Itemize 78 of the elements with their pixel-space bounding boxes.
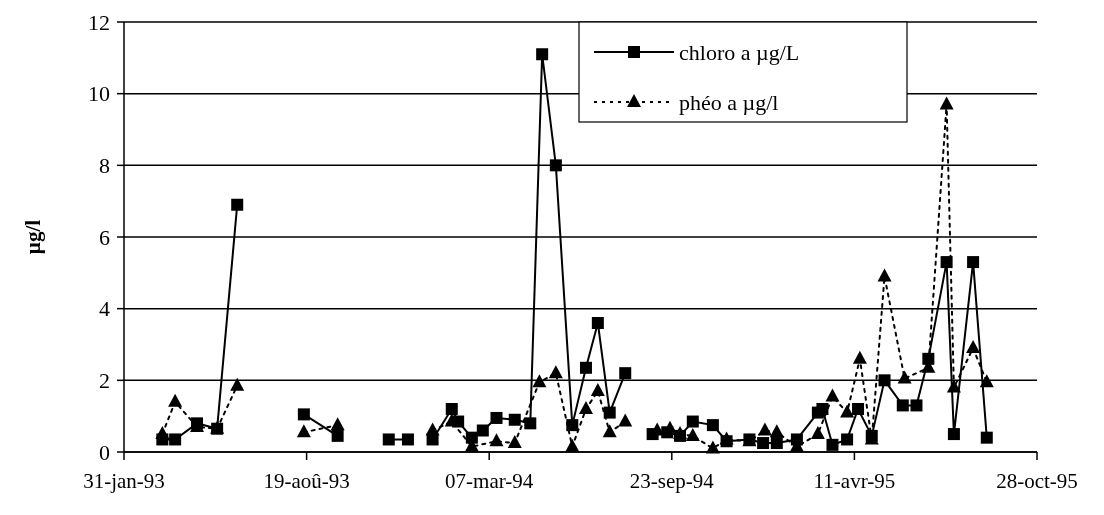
point bbox=[591, 317, 604, 329]
point bbox=[757, 422, 772, 436]
point bbox=[685, 427, 700, 441]
x-tick-label: 28-oct-95 bbox=[996, 469, 1078, 493]
point bbox=[967, 256, 980, 269]
point bbox=[548, 365, 563, 379]
point bbox=[719, 431, 734, 445]
point bbox=[490, 411, 503, 424]
point bbox=[549, 159, 562, 172]
point bbox=[566, 419, 579, 432]
point bbox=[579, 361, 592, 374]
y-tick-label: 6 bbox=[99, 224, 110, 250]
y-tick-label: 0 bbox=[99, 439, 110, 465]
point bbox=[878, 374, 891, 387]
point bbox=[686, 415, 699, 428]
y-tick-label: 10 bbox=[88, 81, 110, 107]
point bbox=[618, 413, 633, 427]
point bbox=[532, 374, 547, 388]
y-tick-label: 4 bbox=[99, 296, 110, 322]
point bbox=[230, 377, 245, 391]
x-tick-label: 11-avr-95 bbox=[813, 469, 896, 493]
point bbox=[231, 198, 244, 211]
point bbox=[425, 422, 440, 436]
point bbox=[401, 433, 414, 446]
point bbox=[979, 374, 994, 388]
legend-label: chloro a µg/L bbox=[679, 39, 800, 65]
point bbox=[536, 48, 549, 61]
point bbox=[852, 350, 867, 364]
y-tick-label: 12 bbox=[88, 9, 110, 35]
point bbox=[578, 401, 593, 414]
point bbox=[507, 435, 522, 449]
point bbox=[296, 424, 311, 438]
point bbox=[769, 424, 784, 438]
x-tick-label: 07-mar-94 bbox=[445, 469, 534, 493]
point bbox=[297, 408, 310, 421]
point bbox=[619, 367, 632, 380]
y-tick-label: 8 bbox=[99, 152, 110, 178]
y-axis-title: µg/l bbox=[21, 219, 45, 255]
point bbox=[966, 340, 981, 354]
point bbox=[590, 383, 605, 397]
point bbox=[508, 413, 521, 426]
point bbox=[877, 268, 892, 282]
x-tick-label: 23-sep-94 bbox=[629, 469, 715, 493]
point bbox=[155, 426, 170, 440]
point bbox=[852, 403, 865, 415]
point bbox=[826, 438, 839, 451]
point bbox=[897, 370, 912, 384]
point bbox=[603, 406, 616, 419]
point bbox=[910, 399, 923, 412]
point bbox=[565, 438, 580, 452]
legend-label: phéo a µg/l bbox=[679, 89, 779, 115]
point bbox=[946, 379, 961, 393]
point bbox=[939, 96, 954, 110]
point bbox=[810, 426, 825, 440]
y-tick-label: 2 bbox=[99, 367, 110, 393]
point bbox=[706, 419, 719, 432]
point bbox=[382, 433, 395, 446]
point bbox=[757, 437, 770, 450]
point bbox=[524, 417, 537, 430]
point bbox=[602, 424, 617, 438]
point bbox=[770, 437, 783, 450]
point bbox=[947, 428, 960, 441]
x-tick-label: 31-jan-93 bbox=[83, 469, 165, 493]
point bbox=[330, 417, 345, 431]
point bbox=[825, 388, 840, 402]
point bbox=[896, 399, 909, 412]
point bbox=[840, 404, 855, 418]
x-tick-label: 19-aoû-93 bbox=[263, 469, 350, 493]
point bbox=[331, 429, 344, 442]
point bbox=[841, 433, 854, 446]
point bbox=[980, 431, 993, 444]
point bbox=[489, 433, 504, 447]
point bbox=[169, 433, 182, 446]
point bbox=[168, 393, 183, 407]
point bbox=[705, 440, 720, 454]
point bbox=[816, 403, 829, 415]
point bbox=[476, 424, 489, 437]
point bbox=[445, 403, 458, 415]
